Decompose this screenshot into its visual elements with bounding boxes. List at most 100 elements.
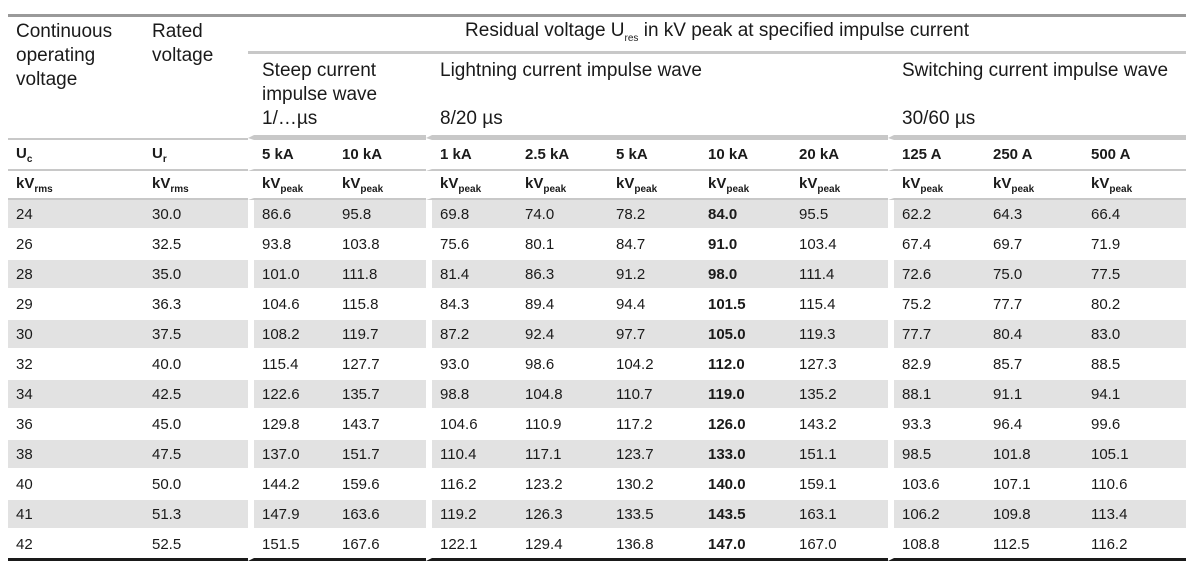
table-cell: 115.4 bbox=[248, 350, 334, 380]
table-cell: 123.7 bbox=[608, 440, 700, 470]
table-cell: 117.1 bbox=[517, 440, 608, 470]
table-cell: 159.6 bbox=[334, 470, 426, 500]
table-cell: 30 bbox=[8, 320, 144, 350]
table-row: 24 30.0 86.6 95.8 69.8 74.0 78.2 84.0 95.5 62.2 64… bbox=[8, 200, 1187, 230]
current-header: 500 A bbox=[1083, 138, 1187, 171]
table-cell: 40 bbox=[8, 470, 144, 500]
table-cell: 75.2 bbox=[888, 290, 985, 320]
unit-kvpeak: kVpeak bbox=[888, 171, 985, 200]
current-header: 2.5 kA bbox=[517, 138, 608, 171]
unit-main: kV bbox=[902, 174, 921, 192]
unit-main: kV bbox=[708, 174, 727, 192]
table-cell: 129.8 bbox=[248, 410, 334, 440]
table-cell: 95.8 bbox=[334, 200, 426, 230]
current-header: 10 kA bbox=[334, 138, 426, 171]
unit-sub: peak bbox=[543, 183, 567, 195]
unit-sub: rms bbox=[170, 183, 189, 195]
current-header: 20 kA bbox=[791, 138, 888, 171]
table-cell: 42.5 bbox=[144, 380, 248, 410]
unit-kvpeak: kVpeak bbox=[426, 171, 517, 200]
table-cell: 47.5 bbox=[144, 440, 248, 470]
table-cell: 111.8 bbox=[334, 260, 426, 290]
table-cell: 137.0 bbox=[248, 440, 334, 470]
unit-main: kV bbox=[16, 174, 35, 192]
table-cell: 95.5 bbox=[791, 200, 888, 230]
unit-sub: peak bbox=[280, 183, 304, 195]
table-cell: 167.6 bbox=[334, 530, 426, 561]
col-header-rated-voltage: Rated voltage bbox=[144, 14, 248, 138]
table-cell: 85.7 bbox=[985, 350, 1083, 380]
unit-sub: peak bbox=[817, 183, 841, 195]
table-cell: 115.4 bbox=[791, 290, 888, 320]
sym-ur-main: U bbox=[152, 144, 163, 162]
table-cell: 101.0 bbox=[248, 260, 334, 290]
unit-sub: rms bbox=[34, 183, 53, 195]
table-cell: 115.8 bbox=[334, 290, 426, 320]
group-switching-wave: 30/60 µs bbox=[902, 108, 976, 129]
table-cell: 116.2 bbox=[1083, 530, 1187, 561]
table-cell: 24 bbox=[8, 200, 144, 230]
table-cell: 116.2 bbox=[426, 470, 517, 500]
table-cell: 110.6 bbox=[1083, 470, 1187, 500]
table-cell: 75.6 bbox=[426, 230, 517, 260]
table-row: 41 51.3 147.9 163.6 119.2 126.3 133.5 143.5 163.… bbox=[8, 500, 1187, 530]
table-cell: 38 bbox=[8, 440, 144, 470]
table-cell: 93.0 bbox=[426, 350, 517, 380]
table-cell: 37.5 bbox=[144, 320, 248, 350]
group-switching-current: Switching current impulse wave 30/60 µs bbox=[888, 54, 1187, 138]
table-cell: 117.2 bbox=[608, 410, 700, 440]
table-cell: 98.5 bbox=[888, 440, 985, 470]
group-lightning-title: Lightning current impulse wave bbox=[440, 60, 702, 81]
table-cell: 66.4 bbox=[1083, 200, 1187, 230]
table-cell: 107.1 bbox=[985, 470, 1083, 500]
table-cell: 122.1 bbox=[426, 530, 517, 561]
current-header: 1 kA bbox=[426, 138, 517, 171]
table-cell: 147.0 bbox=[700, 530, 791, 561]
unit-sub: peak bbox=[458, 183, 482, 195]
table-cell: 89.4 bbox=[517, 290, 608, 320]
table-cell: 98.8 bbox=[426, 380, 517, 410]
table-cell: 84.0 bbox=[700, 200, 791, 230]
table-cell: 92.4 bbox=[517, 320, 608, 350]
table-cell: 99.6 bbox=[1083, 410, 1187, 440]
table-row: 40 50.0 144.2 159.6 116.2 123.2 130.2 140.0 159.… bbox=[8, 470, 1187, 500]
table-cell: 104.6 bbox=[426, 410, 517, 440]
table-cell: 84.3 bbox=[426, 290, 517, 320]
table-cell: 36 bbox=[8, 410, 144, 440]
table-cell: 72.6 bbox=[888, 260, 985, 290]
col-header-ur-title: Rated voltage bbox=[152, 21, 214, 66]
table-cell: 101.8 bbox=[985, 440, 1083, 470]
table-cell: 135.7 bbox=[334, 380, 426, 410]
table-cell: 159.1 bbox=[791, 470, 888, 500]
unit-kvpeak: kVpeak bbox=[608, 171, 700, 200]
table-cell: 151.1 bbox=[791, 440, 888, 470]
table-cell: 127.7 bbox=[334, 350, 426, 380]
unit-main: kV bbox=[993, 174, 1012, 192]
table-cell: 123.2 bbox=[517, 470, 608, 500]
table-cell: 103.6 bbox=[888, 470, 985, 500]
group-switching-title: Switching current impulse wave bbox=[902, 60, 1169, 81]
unit-main: kV bbox=[1091, 174, 1110, 192]
data-table: Continuous operating voltage Rated volta… bbox=[8, 14, 1187, 561]
table-cell: 51.3 bbox=[144, 500, 248, 530]
unit-kvpeak: kVpeak bbox=[791, 171, 888, 200]
table-cell: 32 bbox=[8, 350, 144, 380]
table-cell: 122.6 bbox=[248, 380, 334, 410]
current-header: 125 A bbox=[888, 138, 985, 171]
table-cell: 133.5 bbox=[608, 500, 700, 530]
table-cell: 109.8 bbox=[985, 500, 1083, 530]
current-header: 5 kA bbox=[608, 138, 700, 171]
table-cell: 71.9 bbox=[1083, 230, 1187, 260]
table-cell: 34 bbox=[8, 380, 144, 410]
table-cell: 81.4 bbox=[426, 260, 517, 290]
main-header-suffix: in kV peak at specified impulse current bbox=[638, 20, 969, 41]
table-cell: 80.1 bbox=[517, 230, 608, 260]
table-cell: 135.2 bbox=[791, 380, 888, 410]
sym-uc: Uc bbox=[8, 138, 144, 171]
table-cell: 104.2 bbox=[608, 350, 700, 380]
table-cell: 35.0 bbox=[144, 260, 248, 290]
table-cell: 119.2 bbox=[426, 500, 517, 530]
unit-kvpeak: kVpeak bbox=[1083, 171, 1187, 200]
table-cell: 103.4 bbox=[791, 230, 888, 260]
table-cell: 26 bbox=[8, 230, 144, 260]
